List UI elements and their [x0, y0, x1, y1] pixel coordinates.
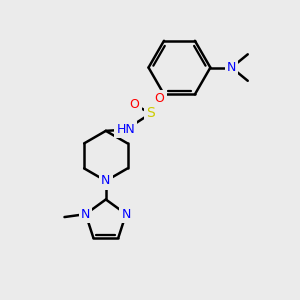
Text: N: N: [121, 208, 131, 220]
Text: O: O: [130, 98, 140, 111]
Text: HN: HN: [116, 123, 135, 136]
Text: N: N: [227, 61, 236, 74]
Text: S: S: [146, 106, 155, 121]
Text: O: O: [154, 92, 164, 105]
Text: N: N: [101, 174, 110, 188]
Text: N: N: [81, 208, 90, 220]
